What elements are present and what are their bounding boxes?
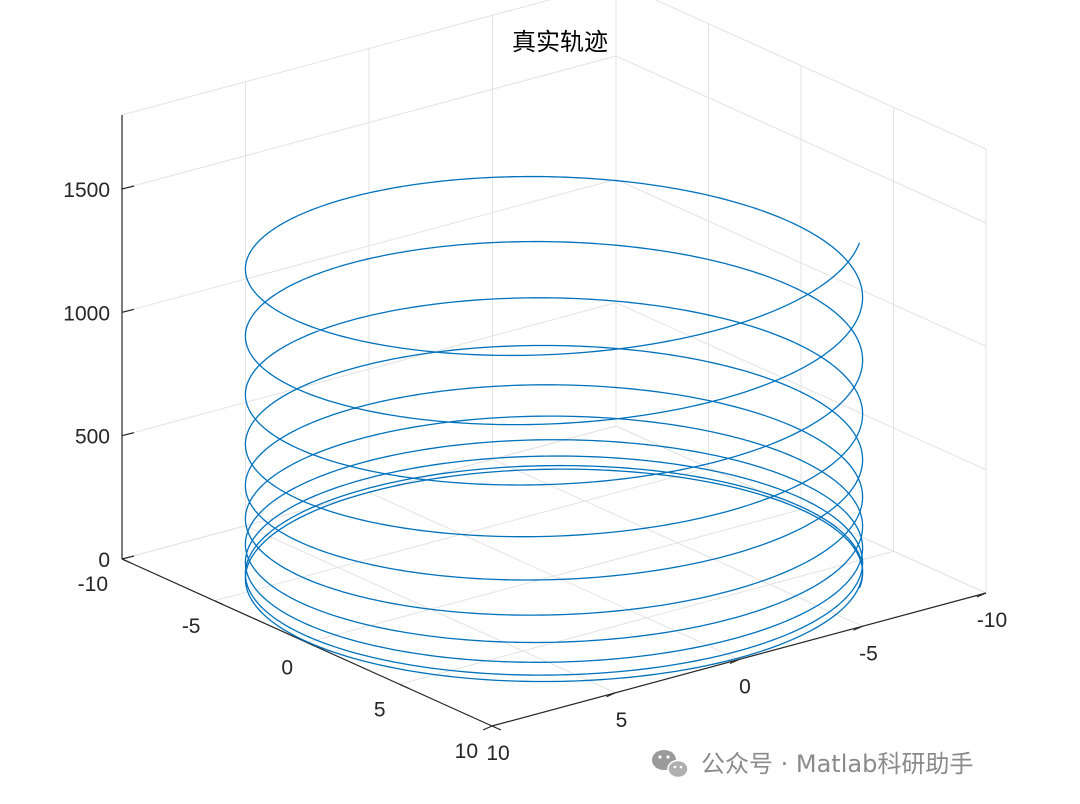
x-tick-label: -5 [859,642,878,665]
y-tick-mark [491,725,502,731]
wechat-icon [652,750,689,779]
watermark: 公众号 · Matlab科研助手 [652,750,973,779]
axis-lines [121,115,987,731]
y-tick-mark [214,600,224,606]
grid-line-y-floor [399,550,894,685]
series-line-helix [244,175,864,683]
x-tick-mark [606,692,616,698]
z-tick-mark [121,185,135,190]
x-tick-label: -10 [977,609,1007,632]
x-tick-label: 0 [739,676,751,699]
chart-title: 真实轨迹 [512,28,608,56]
y-tick-label: -10 [78,573,108,596]
tick-labels: 0 500 1000 1500 -10 -5 0 5 10 -10 -5 0 5 10 [63,179,1007,765]
z-tick-mark [121,555,135,560]
z-tick-mark [121,432,135,437]
x-tick-mark [976,592,987,598]
x-tick-label: 10 [486,742,509,765]
y-tick-mark [306,641,317,648]
wall-top-edge-right [654,0,987,150]
x-tick-label: 5 [616,709,628,732]
z-tick-label: 0 [98,549,110,572]
y-tick-label: 10 [455,740,478,763]
z-tick-mark [121,308,135,313]
wall-top-edge-left [121,0,552,116]
z-tick-label: 1000 [63,302,110,325]
grid-line-y-floor [306,509,802,643]
watermark-text: 公众号 · Matlab科研助手 [701,750,973,778]
z-tick-label: 1500 [63,179,110,202]
y-tick-label: -5 [182,615,201,638]
x-tick-mark [853,625,863,631]
series-layer [244,175,864,683]
x-tick-mark [482,725,493,731]
y-tick-mark [399,683,409,689]
z-tick-label: 500 [75,426,110,449]
y-tick-label: 0 [281,657,293,680]
y-tick-label: 5 [374,698,386,721]
y-tick-mark [121,558,132,564]
x-tick-mark [729,658,740,665]
